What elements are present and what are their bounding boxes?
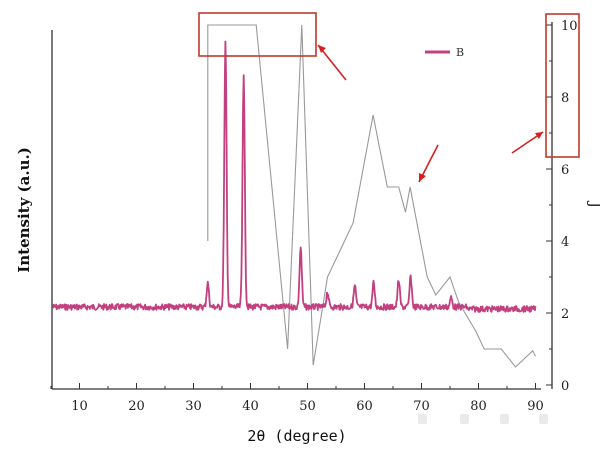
right-tick-label: 10 [561, 19, 578, 34]
series-line-j [207, 24, 536, 368]
y-axis-title: Intensity (a.u.) [15, 147, 33, 273]
right-tick-label: 4 [561, 235, 569, 250]
x-axis-ticks: 10 20 30 40 50 60 70 80 90 [50, 383, 544, 414]
x-tick-label: 80 [470, 399, 487, 414]
annotation-box-top [198, 12, 317, 57]
right-tick-label: 0 [561, 379, 569, 394]
x-tick-label: 50 [299, 399, 316, 414]
x-tick-label: 90 [527, 399, 544, 414]
legend-label-b: B [456, 46, 464, 59]
annotation-arrowhead-right [535, 132, 543, 139]
x-tick-label: 70 [413, 399, 430, 414]
watermark [418, 414, 548, 424]
x-tick-label: 40 [242, 399, 259, 414]
right-tick-label: 2 [561, 307, 569, 322]
legend: B [425, 46, 464, 59]
x-tick-label: 20 [128, 399, 145, 414]
series-b-group [52, 40, 537, 313]
right-tick-label: 8 [561, 91, 569, 106]
series-line-b [52, 40, 537, 313]
right-axis-title: J [586, 200, 600, 208]
x-tick-label: 10 [71, 399, 88, 414]
right-tick-label: 6 [561, 163, 569, 178]
x-axis-title: 2θ (degree) [247, 427, 346, 445]
series-j-group [207, 24, 536, 368]
annotation-group [198, 12, 580, 183]
x-tick-label: 60 [356, 399, 373, 414]
annotation-box-right [545, 13, 580, 158]
right-axis-ticks: 0 2 4 6 8 10 [546, 19, 578, 394]
annotation-arrowhead-middle [419, 173, 426, 182]
x-tick-label: 30 [185, 399, 202, 414]
plot-frame [51, 30, 541, 390]
annotation-arrowhead-top [318, 45, 326, 53]
